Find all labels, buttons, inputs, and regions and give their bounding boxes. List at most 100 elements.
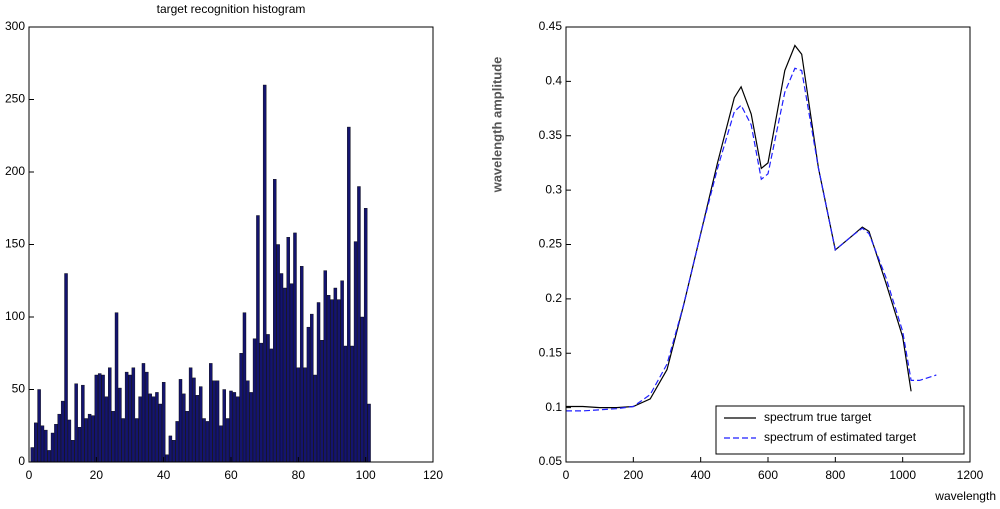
bar (232, 392, 237, 463)
bar (54, 424, 58, 463)
bar (168, 435, 173, 463)
bar (363, 208, 368, 463)
bar (131, 367, 136, 463)
bar (279, 273, 284, 463)
line-series (566, 44, 912, 409)
bar (57, 413, 62, 463)
bar (259, 342, 264, 463)
bar (202, 418, 206, 463)
y-tick-label: 0.3 (545, 182, 562, 196)
bar (242, 312, 247, 463)
x-tick-label: 120 (423, 468, 443, 482)
bar (256, 215, 260, 463)
bar (337, 299, 341, 463)
bar (198, 386, 203, 463)
bar (310, 313, 314, 463)
x-tick-label: 400 (691, 468, 711, 482)
bar (350, 345, 354, 463)
bar (222, 389, 226, 463)
x-tick-label: 1200 (957, 468, 984, 482)
bar (205, 421, 210, 463)
bar (326, 295, 331, 463)
chart-title: target recognition histogram (157, 2, 306, 16)
y-tick-label: 0.45 (539, 19, 563, 33)
bar (165, 454, 169, 463)
bar (316, 302, 321, 463)
y-axis-label: wavelength amplitude (489, 57, 504, 194)
bar (360, 316, 365, 463)
bar (124, 371, 129, 463)
bar (47, 450, 51, 463)
plot-frame (565, 26, 971, 463)
bar (60, 400, 65, 463)
bar (239, 353, 243, 463)
y-tick-label: 300 (5, 19, 25, 33)
bar (246, 380, 250, 463)
y-tick-label: 0.2 (545, 291, 562, 305)
bar (195, 395, 200, 463)
bar (283, 287, 287, 463)
bar (178, 379, 183, 463)
bar (289, 283, 294, 463)
bar (97, 373, 102, 463)
bar (175, 421, 179, 463)
bar (269, 348, 274, 463)
bar (306, 326, 311, 463)
bar (219, 425, 223, 463)
bar (40, 425, 45, 463)
bar (262, 84, 267, 463)
bar (299, 266, 304, 463)
x-axis-label: wavelength (934, 489, 996, 503)
y-tick-label: 200 (5, 164, 25, 178)
bar (236, 396, 240, 463)
bar (138, 396, 142, 463)
bar (286, 237, 290, 463)
x-tick-label: 100 (356, 468, 376, 482)
bar (34, 422, 38, 463)
bar (118, 387, 122, 463)
bar (94, 374, 99, 463)
bar (111, 411, 115, 463)
bar (185, 411, 189, 463)
bar (81, 384, 85, 463)
bar (151, 396, 156, 463)
legend-label: spectrum of estimated target (764, 430, 917, 444)
bar (182, 393, 186, 463)
bar (343, 345, 348, 463)
x-tick-label: 800 (825, 468, 845, 482)
bar (229, 390, 233, 463)
bar (303, 367, 307, 463)
bar (296, 367, 301, 463)
bar (252, 338, 257, 463)
bar (74, 383, 78, 463)
y-tick-label: 0.05 (539, 454, 563, 468)
bar (249, 392, 253, 463)
bar (347, 126, 351, 463)
chart: target recognition histogram 0 20 40 60 80 100… (5, 2, 443, 482)
bar (141, 363, 146, 463)
bar (145, 371, 149, 463)
y-tick-label: 0.35 (539, 128, 563, 142)
y-tick-label: 0.4 (545, 74, 562, 88)
bar (209, 363, 213, 463)
bar (161, 382, 166, 463)
legend-label: spectrum true target (764, 410, 872, 424)
bar (225, 418, 230, 463)
bar (158, 403, 163, 463)
bar (84, 418, 88, 463)
x-tick-label: 0 (563, 468, 570, 482)
bar (273, 179, 277, 463)
x-tick-label: 600 (758, 468, 778, 482)
bar (30, 447, 35, 463)
bar (266, 334, 270, 463)
bar (172, 440, 176, 463)
bar (44, 429, 48, 463)
bar (114, 312, 119, 463)
bar (320, 340, 324, 463)
bar (108, 367, 112, 463)
bar (37, 389, 41, 463)
x-tick-label: 80 (292, 468, 306, 482)
line-series (566, 67, 937, 412)
x-tick-label: 20 (90, 468, 104, 482)
y-tick-label: 50 (12, 382, 26, 396)
